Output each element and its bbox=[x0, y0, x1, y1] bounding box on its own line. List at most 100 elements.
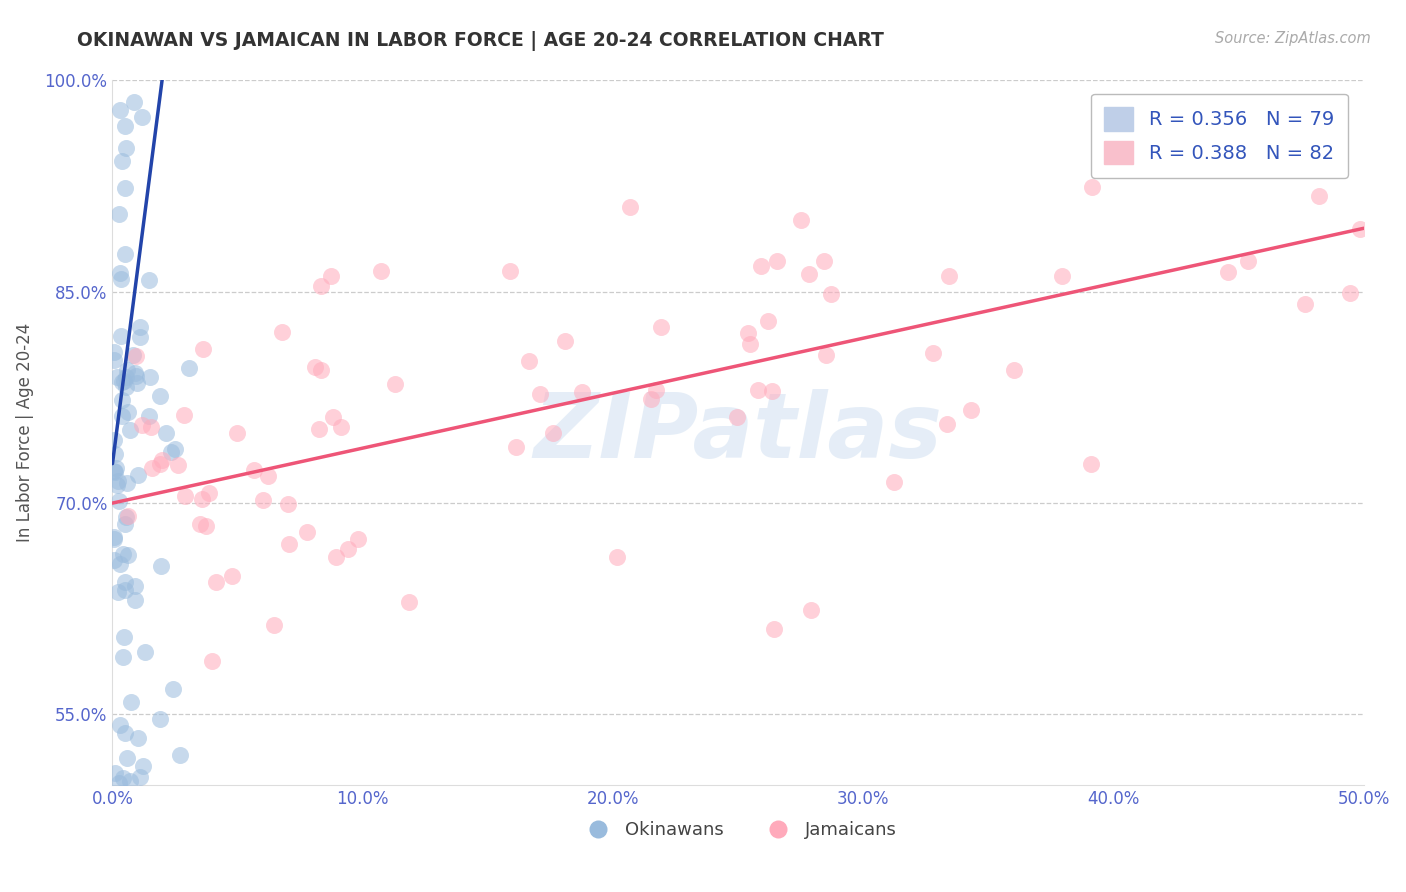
Point bbox=[936, 417, 959, 432]
Point bbox=[105, 477, 128, 491]
Point bbox=[131, 111, 153, 125]
Point bbox=[571, 385, 593, 400]
Point bbox=[529, 387, 551, 401]
Point bbox=[201, 654, 224, 668]
Point bbox=[747, 383, 769, 397]
Point bbox=[197, 486, 219, 500]
Point bbox=[204, 575, 226, 590]
Point bbox=[1308, 188, 1330, 202]
Point bbox=[347, 532, 370, 546]
Point bbox=[304, 359, 326, 374]
Point bbox=[1294, 297, 1316, 311]
Point bbox=[103, 464, 125, 478]
Point bbox=[107, 474, 129, 488]
Point bbox=[541, 425, 564, 440]
Point bbox=[127, 468, 149, 483]
Point bbox=[127, 376, 149, 391]
Point bbox=[295, 524, 318, 539]
Point bbox=[114, 516, 136, 531]
Point bbox=[122, 95, 145, 109]
Point bbox=[107, 776, 129, 790]
Text: Source: ZipAtlas.com: Source: ZipAtlas.com bbox=[1215, 31, 1371, 46]
Point bbox=[104, 465, 127, 479]
Point bbox=[325, 550, 347, 565]
Point bbox=[398, 595, 420, 609]
Point bbox=[117, 750, 139, 764]
Point bbox=[725, 410, 748, 425]
Point bbox=[117, 508, 139, 523]
Point bbox=[766, 254, 789, 268]
Point bbox=[128, 319, 150, 334]
Point bbox=[125, 349, 148, 363]
Point bbox=[1081, 180, 1104, 194]
Point bbox=[645, 384, 668, 398]
Text: ZIPatlas: ZIPatlas bbox=[534, 389, 942, 476]
Point bbox=[117, 404, 139, 418]
Point bbox=[112, 650, 135, 665]
Point bbox=[110, 272, 132, 286]
Point bbox=[120, 773, 142, 788]
Point bbox=[103, 344, 125, 359]
Y-axis label: In Labor Force | Age 20-24: In Labor Force | Age 20-24 bbox=[15, 323, 34, 542]
Point bbox=[124, 592, 146, 607]
Point bbox=[1339, 286, 1361, 301]
Point bbox=[132, 759, 155, 773]
Point bbox=[322, 410, 344, 425]
Point bbox=[128, 330, 150, 344]
Point bbox=[737, 326, 759, 340]
Point bbox=[1237, 254, 1260, 268]
Point bbox=[191, 343, 214, 357]
Point bbox=[162, 681, 184, 696]
Point bbox=[922, 346, 945, 360]
Point bbox=[138, 272, 160, 286]
Point bbox=[1052, 268, 1074, 283]
Point bbox=[799, 267, 821, 281]
Point bbox=[814, 348, 837, 362]
Point bbox=[108, 494, 131, 508]
Point bbox=[277, 498, 299, 512]
Point bbox=[114, 380, 136, 394]
Point bbox=[820, 287, 842, 301]
Point bbox=[103, 433, 125, 447]
Point bbox=[169, 747, 191, 762]
Point bbox=[115, 140, 138, 154]
Point bbox=[114, 120, 136, 134]
Point bbox=[749, 260, 772, 274]
Point bbox=[519, 354, 541, 368]
Point bbox=[111, 153, 134, 168]
Point bbox=[960, 403, 983, 417]
Point bbox=[112, 772, 135, 786]
Point bbox=[117, 476, 139, 491]
Point bbox=[110, 392, 132, 407]
Point bbox=[112, 547, 135, 561]
Point bbox=[640, 392, 662, 407]
Point bbox=[108, 266, 131, 280]
Point bbox=[384, 377, 406, 392]
Point bbox=[111, 376, 134, 390]
Point bbox=[243, 463, 266, 477]
Point bbox=[252, 493, 274, 508]
Point bbox=[499, 264, 522, 278]
Point bbox=[129, 770, 152, 784]
Point bbox=[308, 422, 330, 436]
Point bbox=[127, 731, 149, 746]
Point bbox=[149, 458, 172, 472]
Legend: Okinawans, Jamaicans: Okinawans, Jamaicans bbox=[572, 814, 904, 847]
Point bbox=[107, 585, 129, 599]
Point bbox=[800, 603, 823, 617]
Point bbox=[194, 519, 217, 533]
Point bbox=[121, 348, 143, 362]
Point bbox=[114, 247, 136, 261]
Point bbox=[115, 510, 138, 524]
Point bbox=[111, 409, 134, 423]
Point bbox=[149, 712, 172, 726]
Point bbox=[110, 329, 132, 343]
Point bbox=[138, 409, 160, 423]
Point bbox=[149, 558, 172, 573]
Point bbox=[1350, 221, 1372, 235]
Point bbox=[309, 362, 332, 376]
Point bbox=[150, 453, 173, 467]
Point bbox=[149, 390, 172, 404]
Point bbox=[221, 569, 243, 583]
Point bbox=[257, 469, 280, 483]
